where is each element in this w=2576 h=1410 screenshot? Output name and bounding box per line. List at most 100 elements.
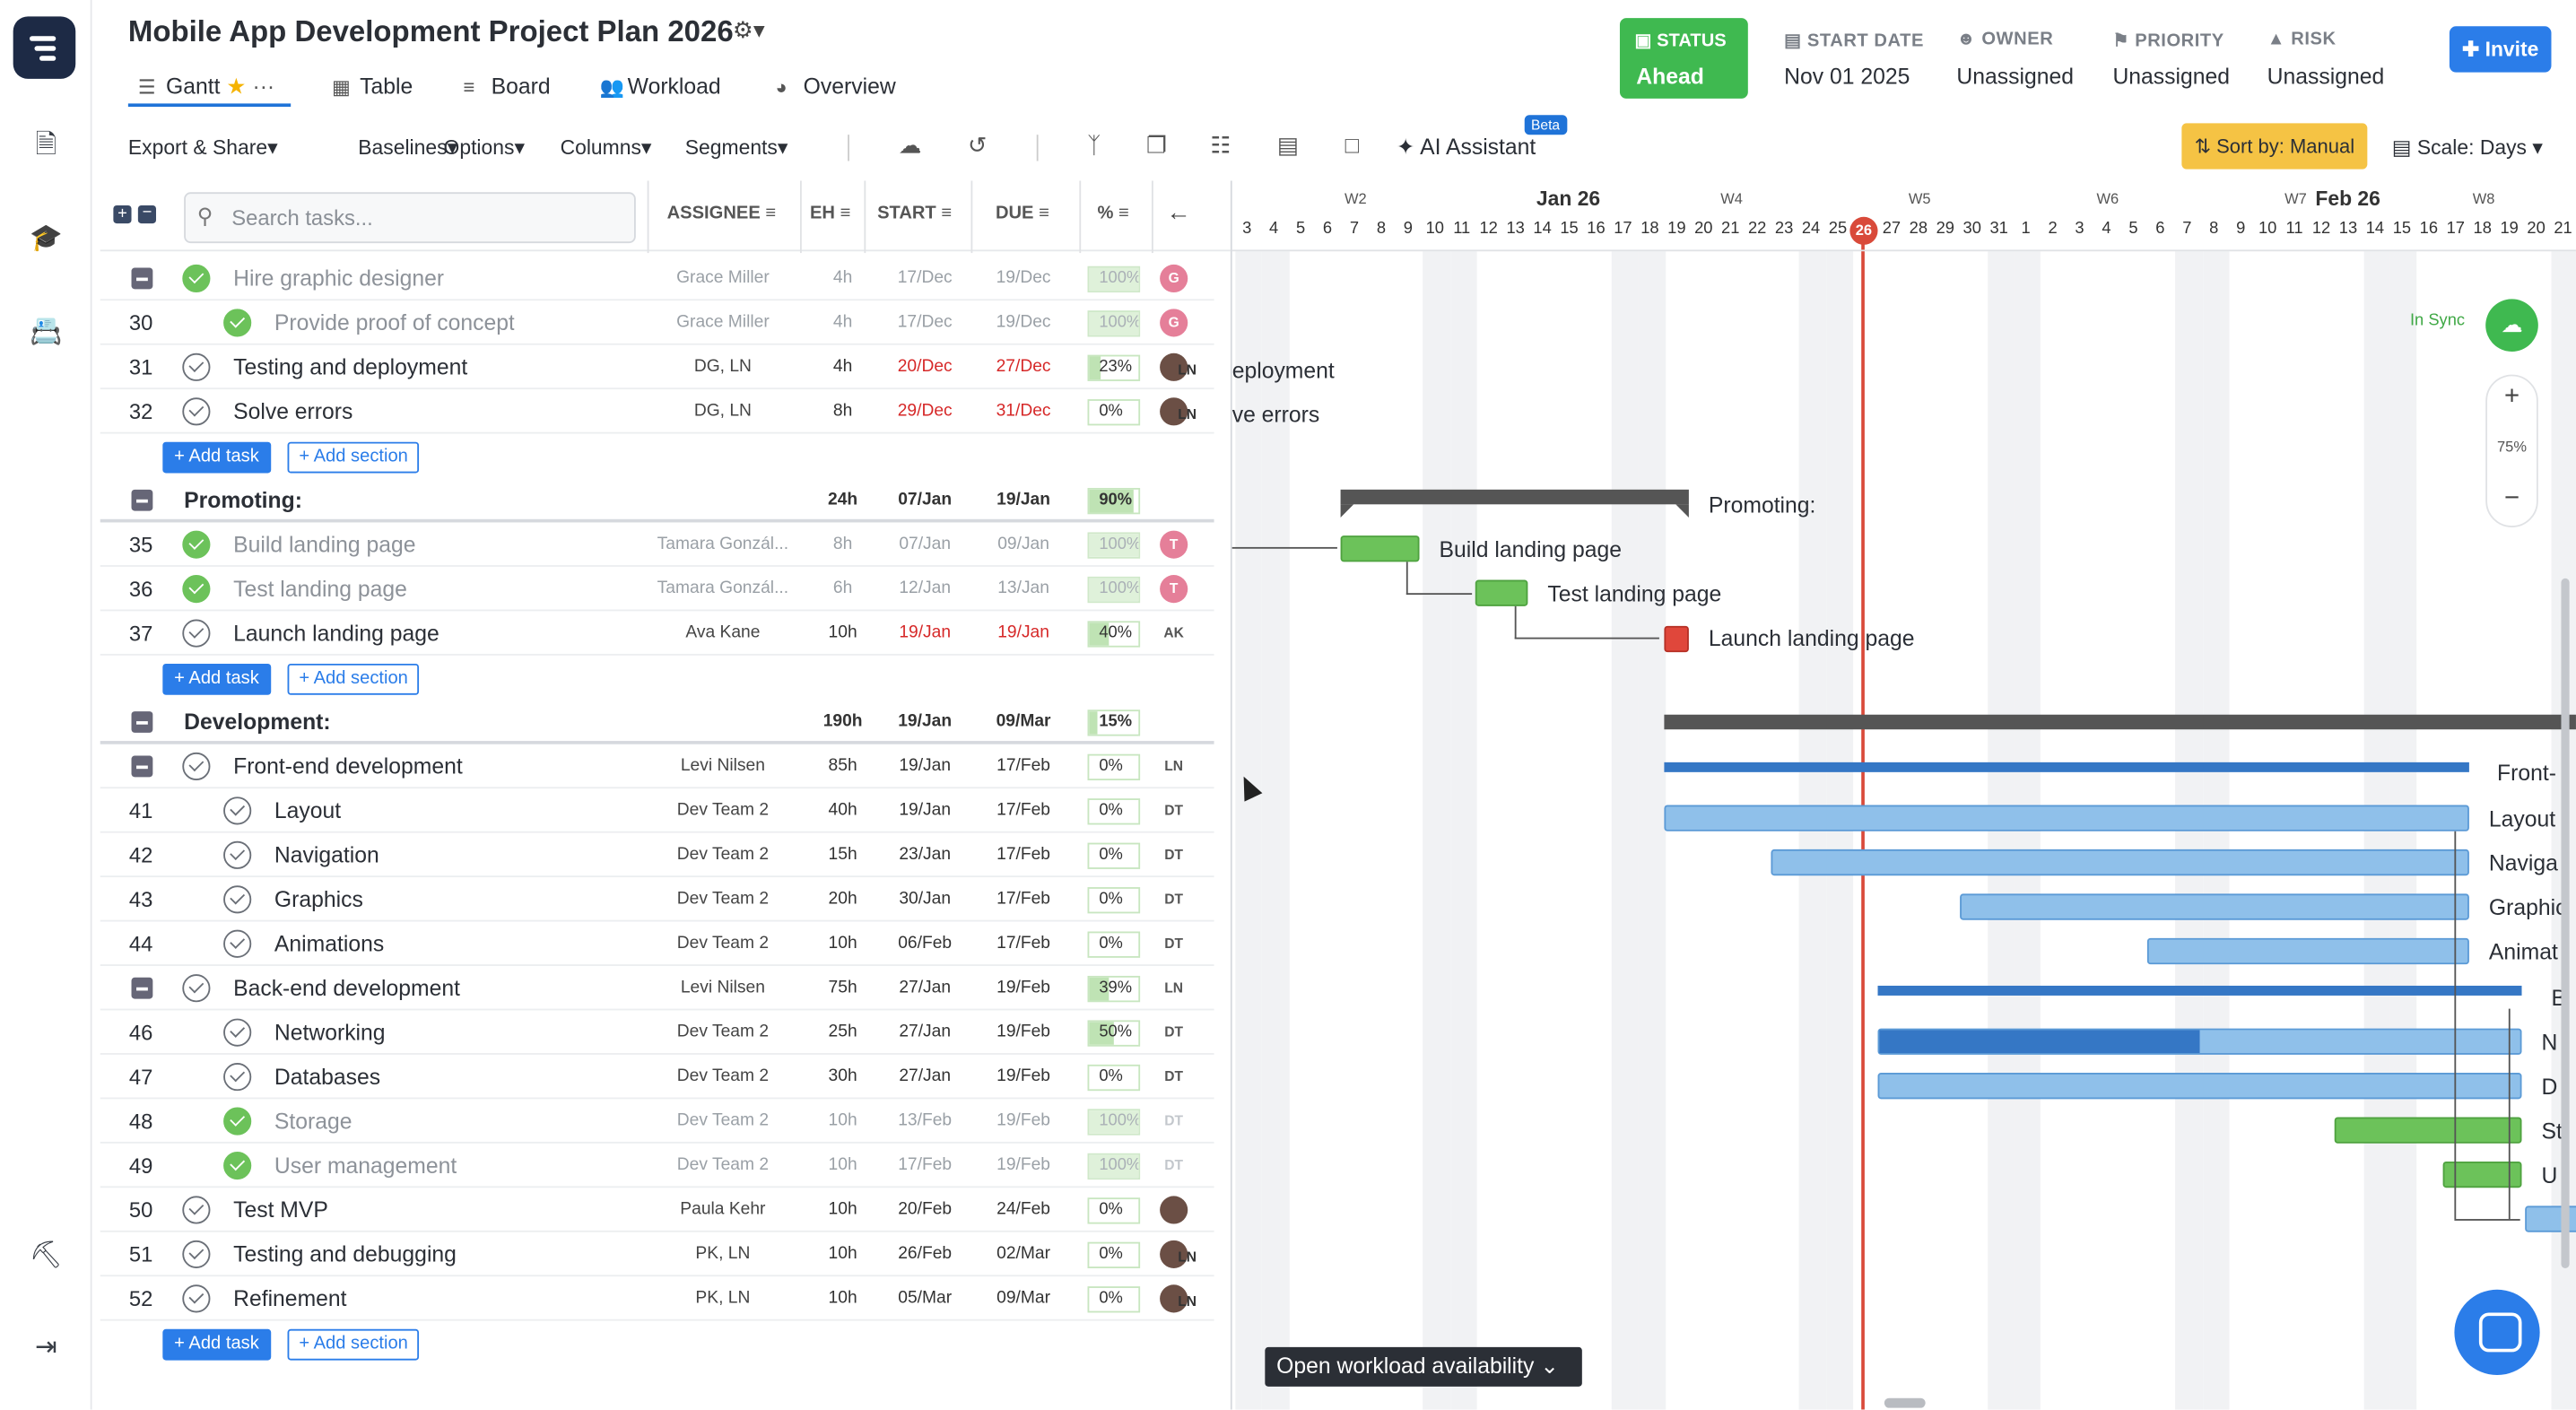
avatar[interactable]: DT <box>1164 1156 1184 1173</box>
bar-storage[interactable] <box>2334 1117 2522 1144</box>
cloud-check-icon[interactable]: ☁ <box>2485 299 2538 352</box>
priority-value[interactable]: Unassigned <box>2112 64 2231 89</box>
collapse-task-icon[interactable] <box>131 977 153 999</box>
column-start[interactable]: START ≡ <box>877 204 953 224</box>
check-circle-icon[interactable] <box>223 796 252 825</box>
task-start[interactable]: 30/Jan <box>899 888 952 909</box>
avatar[interactable]: DT <box>1164 935 1184 952</box>
baselines-menu[interactable]: Baselines▾ <box>358 136 458 160</box>
table-row[interactable]: 42 Navigation Dev Team 2 15h 23/Jan 17/Feb DT 0… <box>100 833 1214 878</box>
task-due[interactable]: 17/Feb <box>996 933 1051 953</box>
zoom-in-button[interactable]: + <box>2503 382 2520 411</box>
task-name[interactable]: Layout <box>274 798 342 823</box>
section-row[interactable]: Promoting: 24h 07/Jan 19/Jan 90% <box>100 478 1214 523</box>
table-row[interactable]: 48 Storage Dev Team 2 10h 13/Feb 19/Feb DT 100% <box>100 1099 1214 1144</box>
task-due[interactable]: 17/Feb <box>996 755 1051 776</box>
horizontal-scrollbar[interactable] <box>1884 1397 1926 1408</box>
branch-icon[interactable]: ᛉ <box>1087 131 1101 158</box>
column-percent[interactable]: % ≡ <box>1097 204 1129 224</box>
check-circle-icon[interactable] <box>182 1284 211 1313</box>
table-row[interactable]: 52 Refinement PK, LN 10h 05/Mar 09/Mar LN 0% <box>100 1276 1214 1321</box>
avatar[interactable] <box>1160 1240 1188 1268</box>
table-row[interactable]: 41 Layout Dev Team 2 40h 19/Jan 17/Feb DT 0% <box>100 788 1214 833</box>
summary-bar-promoting[interactable] <box>1340 489 1689 505</box>
bar-networking[interactable] <box>1877 1028 2522 1055</box>
task-name[interactable]: Graphics <box>274 887 363 912</box>
task-name[interactable]: Networking <box>274 1020 386 1045</box>
task-name[interactable]: Launch landing page <box>233 621 439 646</box>
task-due[interactable]: 17/Feb <box>996 844 1051 865</box>
task-name[interactable]: Animations <box>274 931 385 956</box>
task-start[interactable]: 27/Jan <box>899 1022 952 1042</box>
check-circle-icon[interactable] <box>182 752 211 781</box>
expand-all-icon[interactable]: + <box>113 205 132 224</box>
bar-layout[interactable] <box>1664 805 2469 831</box>
export-share-menu[interactable]: Export & Share▾ <box>127 136 278 160</box>
table-row[interactable]: 32 Solve errors DG, LN 8h 29/Dec 31/Dec LN 0% <box>100 389 1214 434</box>
copy-icon[interactable]: ❐ <box>1145 131 1167 158</box>
task-due[interactable]: 19/Feb <box>996 1110 1051 1131</box>
contact-card-icon[interactable]: 📇 <box>30 318 63 347</box>
collapse-task-icon[interactable] <box>131 267 153 290</box>
completed-check-icon[interactable] <box>223 1151 252 1180</box>
avatar[interactable]: AK <box>1163 624 1184 641</box>
task-start[interactable]: 29/Dec <box>897 400 953 421</box>
task-start[interactable]: 17/Dec <box>897 312 953 332</box>
task-due[interactable]: 19/Feb <box>996 977 1051 997</box>
bar-build-landing-page[interactable] <box>1340 535 1420 562</box>
task-due[interactable]: 17/Feb <box>996 799 1051 820</box>
task-start[interactable]: 27/Jan <box>899 977 952 997</box>
map-icon[interactable]: ☷ <box>1210 131 1231 158</box>
summary-bar-development[interactable] <box>1664 714 2576 730</box>
task-assignee[interactable]: Ava Kane <box>685 622 761 643</box>
undo-icon[interactable]: ↺ <box>968 131 988 158</box>
task-assignee[interactable]: Dev Team 2 <box>676 1066 770 1086</box>
avatar[interactable] <box>1160 1196 1188 1224</box>
table-row[interactable]: 35 Build landing page Tamara Gonzál... 8h 07… <box>100 522 1214 567</box>
task-name[interactable]: Test MVP <box>233 1197 328 1223</box>
segments-menu[interactable]: Segments▾ <box>684 136 788 160</box>
avatar[interactable]: G <box>1160 264 1188 293</box>
risk-value[interactable]: Unassigned <box>2267 64 2385 89</box>
task-start[interactable]: 17/Feb <box>898 1154 953 1175</box>
check-circle-icon[interactable] <box>223 1018 252 1047</box>
more-icon[interactable]: ··· <box>252 74 275 99</box>
task-name[interactable]: Provide proof of concept <box>274 310 515 335</box>
open-workload-button[interactable]: Open workload availability ⌄ <box>1265 1346 1582 1387</box>
collapse-table-arrow-icon[interactable]: ← <box>1166 198 1191 227</box>
completed-check-icon[interactable] <box>223 1107 252 1136</box>
check-circle-icon[interactable] <box>223 885 252 914</box>
table-row[interactable]: Back-end development Levi Nilsen 75h 27/Jan… <box>100 966 1214 1011</box>
add-task-button[interactable]: + Add task <box>162 1328 271 1361</box>
avatar[interactable]: DT <box>1164 1067 1184 1084</box>
tab-overview[interactable]: ◕ Overview <box>775 74 896 99</box>
task-start[interactable]: 23/Jan <box>899 844 952 865</box>
options-menu[interactable]: Options▾ <box>443 136 525 160</box>
collapse-task-icon[interactable] <box>131 755 153 778</box>
task-assignee[interactable]: Dev Team 2 <box>676 1110 770 1131</box>
task-due[interactable]: 17/Feb <box>996 888 1051 909</box>
avatar[interactable]: LN <box>1164 979 1184 996</box>
add-task-button[interactable]: + Add task <box>162 663 271 695</box>
table-row[interactable]: 44 Animations Dev Team 2 10h 06/Feb 17/Feb DT 0… <box>100 922 1214 966</box>
columns-menu[interactable]: Columns▾ <box>560 136 652 160</box>
task-name[interactable]: Storage <box>274 1109 352 1134</box>
start-date-value[interactable]: Nov 01 2025 <box>1784 64 1910 89</box>
avatar[interactable] <box>1160 1284 1188 1313</box>
column-assignee[interactable]: ASSIGNEE ≡ <box>666 204 777 224</box>
logout-icon[interactable]: ⇥ <box>35 1334 57 1362</box>
check-circle-icon[interactable] <box>182 397 211 426</box>
task-start[interactable]: 07/Jan <box>899 534 952 554</box>
task-name[interactable]: Testing and deployment <box>233 354 468 380</box>
app-logo-icon[interactable] <box>13 16 76 79</box>
tab-workload[interactable]: 👥 Workload <box>599 74 721 99</box>
task-start[interactable]: 26/Feb <box>898 1243 953 1264</box>
column-eh[interactable]: EH ≡ <box>809 204 851 224</box>
task-assignee[interactable]: Dev Team 2 <box>676 1022 770 1042</box>
search-input[interactable]: Search tasks... <box>184 192 636 244</box>
task-assignee[interactable]: Dev Team 2 <box>676 844 770 865</box>
add-task-button[interactable]: + Add task <box>162 441 271 474</box>
check-circle-icon[interactable] <box>182 1240 211 1268</box>
collapse-section-icon[interactable] <box>131 489 153 511</box>
bar-animations[interactable] <box>2146 937 2469 965</box>
